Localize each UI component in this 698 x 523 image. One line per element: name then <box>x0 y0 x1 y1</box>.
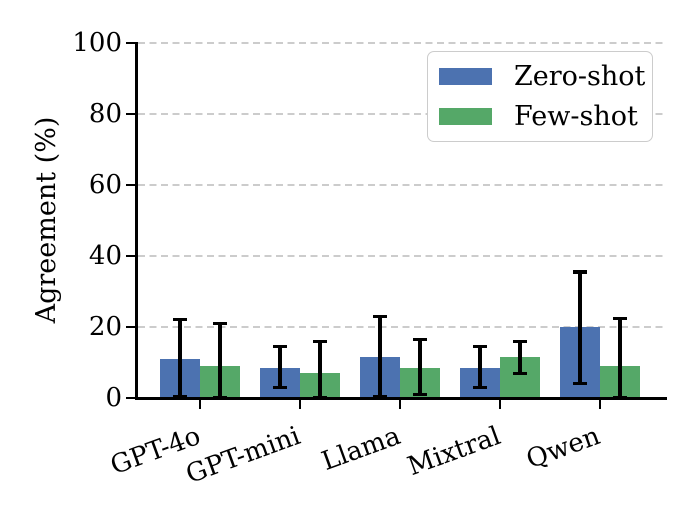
y-tick-label: 0 <box>105 383 122 413</box>
y-tick-label: 100 <box>72 28 122 58</box>
error-bar-line <box>178 319 182 397</box>
error-bar-cap <box>173 318 187 322</box>
y-tick-mark <box>126 396 135 400</box>
error-bar-cap <box>173 394 187 398</box>
x-tick-mark <box>598 399 602 409</box>
x-tick-label-qwen: Qwen <box>522 421 605 476</box>
legend-item-zero-shot: Zero-shot <box>439 60 652 94</box>
error-bar-line <box>478 346 482 388</box>
y-tick-mark <box>126 183 135 187</box>
legend-swatch-zero-shot <box>439 68 492 85</box>
error-bar-line <box>278 346 282 388</box>
x-tick-label-llama: Llama <box>317 421 405 477</box>
error-bar-line <box>378 316 382 397</box>
legend-item-few-shot: Few-shot <box>439 100 652 134</box>
error-bar-line <box>618 318 622 398</box>
y-tick-mark <box>126 254 135 258</box>
y-tick-label: 40 <box>88 241 122 271</box>
gridline-80 <box>138 113 667 115</box>
error-bar-line <box>418 339 422 395</box>
y-axis-spine <box>135 41 138 400</box>
y-tick-mark <box>126 112 135 116</box>
error-bar-cap <box>213 321 227 326</box>
error-bar-cap <box>573 270 587 274</box>
error-bar-cap <box>473 385 487 389</box>
error-bar-cap <box>613 316 627 320</box>
error-bar-cap <box>513 339 527 343</box>
y-tick-label: 60 <box>88 170 122 200</box>
x-tick-mark <box>198 399 202 409</box>
y-tick-mark <box>126 325 135 329</box>
error-bar-cap <box>413 392 427 397</box>
gridline-40 <box>138 255 667 257</box>
error-bar-line <box>578 271 582 384</box>
gridline-60 <box>138 184 667 186</box>
error-bar-cap <box>273 385 287 389</box>
x-tick-label-gpt-mini: GPT-mini <box>182 421 305 490</box>
legend-label: Zero-shot <box>514 60 646 92</box>
error-bar-line <box>518 341 522 374</box>
error-bar-cap <box>573 382 587 386</box>
y-tick-label: 80 <box>88 99 122 129</box>
legend: Zero-shot Few-shot <box>427 51 653 142</box>
error-bar-cap <box>373 394 387 398</box>
error-bar-cap <box>413 337 427 341</box>
x-tick-mark <box>298 399 302 409</box>
x-tick-mark <box>398 399 402 409</box>
x-tick-label-mixtral: Mixtral <box>403 421 505 483</box>
error-bar-line <box>318 341 322 398</box>
gridline-20 <box>138 326 667 328</box>
x-axis-spine <box>135 396 667 400</box>
error-bar-cap <box>273 344 287 349</box>
error-bar-cap <box>513 371 527 375</box>
legend-label: Few-shot <box>514 100 638 132</box>
error-bar-cap <box>313 339 327 343</box>
error-bar-cap <box>473 344 487 349</box>
y-tick-mark <box>126 41 135 45</box>
legend-swatch-few-shot <box>439 108 492 125</box>
y-tick-label: 20 <box>88 312 122 342</box>
x-tick-mark <box>498 399 502 409</box>
error-bar-line <box>218 323 222 398</box>
error-bar-cap <box>373 314 387 318</box>
gridline-100 <box>138 42 667 44</box>
